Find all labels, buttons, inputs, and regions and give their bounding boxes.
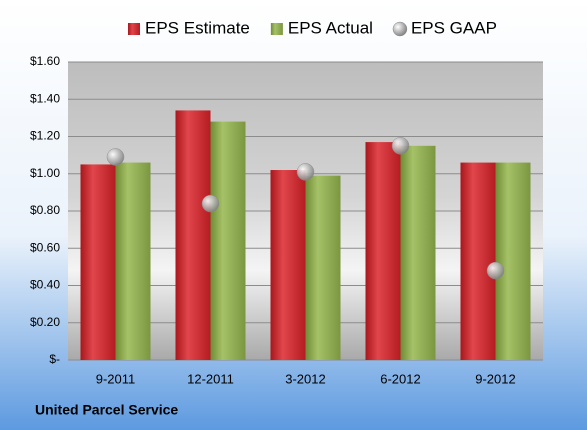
legend-label: EPS Actual (288, 18, 373, 37)
bar (495, 162, 531, 360)
x-tick-label: 9-2012 (475, 371, 515, 386)
y-tick-label: $0.60 (30, 240, 60, 254)
gaap-marker (296, 163, 315, 181)
bar (270, 170, 306, 360)
y-tick-label: $0.80 (30, 203, 60, 217)
gaap-marker (391, 137, 410, 155)
gaap-marker (201, 194, 220, 213)
bar (460, 162, 496, 360)
legend-label: EPS GAAP (411, 18, 497, 37)
y-tick-label: $0.40 (30, 278, 60, 292)
y-tick-label: $- (49, 352, 60, 366)
y-tick-label: $1.60 (30, 54, 60, 68)
gaap-marker (486, 261, 505, 280)
legend-marker (270, 23, 283, 35)
bar (400, 145, 436, 360)
y-tick-label: $1.40 (30, 91, 60, 105)
x-tick-label: 6-2012 (380, 371, 420, 386)
gaap-marker (106, 148, 125, 166)
bar (210, 121, 246, 360)
x-tick-label: 12-2011 (187, 371, 234, 386)
bar (115, 162, 151, 360)
x-tick-label: 3-2012 (285, 371, 325, 386)
y-tick-label: $0.20 (30, 315, 60, 329)
legend-label: EPS Estimate (145, 18, 250, 37)
bar (175, 110, 211, 360)
legend-marker (392, 21, 408, 37)
bar (80, 164, 116, 360)
footer: United Parcel Service (35, 402, 178, 418)
y-tick-label: $1.20 (30, 129, 60, 143)
y-tick-label: $1.00 (30, 166, 60, 180)
x-tick-label: 9-2011 (96, 371, 136, 386)
legend-marker (128, 23, 140, 35)
bar (305, 175, 341, 360)
bar (365, 142, 401, 360)
